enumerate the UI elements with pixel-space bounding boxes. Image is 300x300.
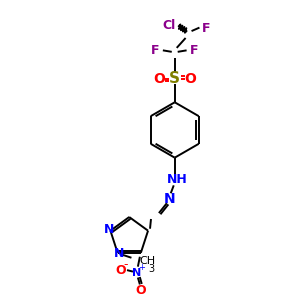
- Text: S: S: [169, 71, 180, 86]
- Text: O: O: [184, 71, 196, 85]
- Text: +: +: [138, 263, 145, 272]
- Text: O: O: [116, 264, 126, 277]
- Text: F: F: [190, 44, 199, 57]
- Text: NH: NH: [167, 173, 188, 186]
- Text: N: N: [164, 192, 176, 206]
- Text: N: N: [104, 223, 115, 236]
- Text: -: -: [124, 258, 128, 271]
- Text: F: F: [151, 44, 159, 57]
- Text: 3: 3: [148, 264, 154, 274]
- Text: N: N: [132, 268, 142, 278]
- Text: F: F: [202, 22, 211, 34]
- Text: O: O: [136, 284, 146, 297]
- Text: CH: CH: [140, 256, 155, 266]
- Text: N: N: [113, 247, 124, 260]
- Text: Cl: Cl: [162, 19, 176, 32]
- Text: O: O: [153, 71, 165, 85]
